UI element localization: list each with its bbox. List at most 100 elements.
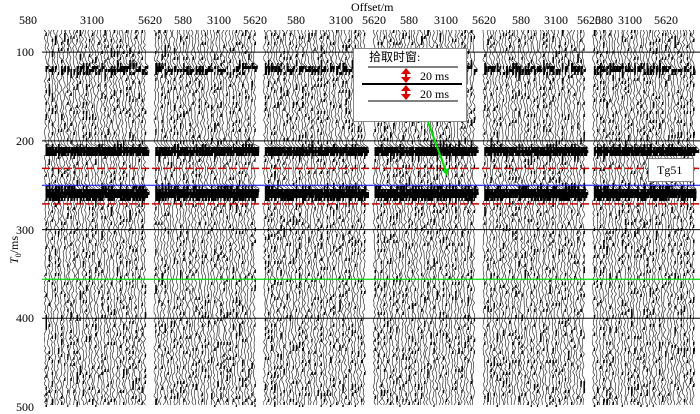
trace-fill: [693, 39, 700, 387]
trace-fill: [671, 36, 678, 384]
seismic-trace: [660, 30, 668, 406]
trace-fill: [223, 45, 229, 390]
seismic-trace: [629, 30, 637, 406]
trace-fill: [104, 30, 110, 402]
trace-fill: [524, 36, 531, 396]
trace-fill: [73, 36, 80, 393]
trace-fill: [606, 51, 612, 405]
trace-fill: [167, 45, 174, 375]
seismic-trace: [562, 30, 570, 406]
seismic-trace: [550, 30, 560, 406]
seismic-trace: [619, 30, 628, 406]
trace-fill: [662, 33, 668, 402]
seismic-trace: [181, 30, 189, 406]
seismic-trace: [669, 30, 679, 406]
seismic-trace: [96, 30, 105, 406]
seismic-trace: [575, 30, 585, 406]
seismic-trace: [290, 30, 299, 405]
trace-fill: [686, 45, 693, 375]
seismic-trace: [236, 30, 245, 406]
trace-fill: [314, 33, 321, 375]
trace-fill: [490, 36, 497, 378]
trace-fill: [600, 36, 606, 369]
trace-fill: [51, 39, 58, 405]
seismic-trace: [86, 30, 95, 406]
trace-fill: [116, 45, 123, 369]
trace-fill: [683, 33, 690, 402]
seismic-trace: [503, 30, 512, 406]
trace-fill: [283, 33, 289, 405]
seismic-trace: [578, 30, 586, 406]
y-tick-label: 300: [16, 222, 34, 237]
seismic-trace: [547, 30, 555, 406]
trace-fill: [631, 30, 637, 402]
seismic-trace: [544, 30, 551, 406]
seismic-trace: [275, 30, 283, 406]
seismic-trace: [252, 30, 260, 406]
seismic-trace: [324, 30, 334, 406]
pick-window-title: 拾取时窗:: [369, 50, 421, 64]
trace-fill: [132, 54, 137, 399]
seismic-trace: [68, 30, 77, 406]
trace-fill: [377, 42, 384, 369]
seismic-trace: [334, 30, 344, 406]
x-tick-label: 5620: [243, 13, 267, 27]
seismic-trace: [62, 30, 71, 406]
seismic-trace: [349, 30, 358, 406]
seismic-trace: [531, 30, 541, 406]
seismic-trace: [77, 30, 86, 406]
trace-fill: [417, 66, 425, 405]
seismic-trace: [278, 30, 287, 406]
trace-fill: [85, 45, 91, 375]
trace-fill: [173, 48, 179, 399]
trace-fill: [512, 33, 518, 363]
seismic-trace: [178, 30, 186, 406]
seismic-trace: [111, 30, 120, 406]
seismic-trace: [102, 30, 110, 406]
seismic-trace: [121, 30, 129, 406]
trace-fill: [274, 33, 280, 407]
trace-fill: [473, 36, 480, 354]
trace-fill: [515, 63, 521, 363]
trace-fill: [505, 33, 512, 384]
seismic-trace: [601, 30, 610, 406]
y-tick-label: 400: [16, 311, 34, 326]
trace-fill: [277, 36, 283, 378]
trace-fill: [484, 54, 490, 399]
trace-fill: [245, 30, 252, 402]
y-tick-label: 500: [16, 400, 34, 414]
seismic-trace: [272, 30, 280, 405]
trace-fill: [583, 48, 590, 393]
seismic-trace: [488, 30, 497, 406]
seismic-trace: [534, 30, 542, 406]
x-tick-label: 580: [512, 13, 530, 27]
trace-fill: [295, 45, 302, 405]
trace-fill: [92, 33, 98, 405]
trace-fill: [158, 30, 165, 348]
trace-fill: [549, 63, 555, 405]
trace-fill: [618, 66, 625, 324]
trace-fill: [45, 33, 52, 407]
trace-fill: [674, 36, 680, 387]
x-tick-label: 5620: [138, 13, 162, 27]
x-tick-label: 3100: [207, 13, 231, 27]
seismic-trace: [49, 30, 59, 406]
trace-fill: [64, 33, 71, 381]
seismic-trace: [243, 30, 252, 406]
seismic-trace: [507, 30, 515, 406]
trace-fill: [183, 42, 189, 402]
seismic-trace: [114, 30, 124, 406]
trace-fill: [123, 51, 129, 405]
seismic-trace: [312, 30, 321, 406]
trace-fill: [54, 36, 61, 393]
trace-fill: [289, 33, 296, 402]
seismic-trace: [162, 30, 170, 406]
trace-fill: [320, 36, 326, 407]
trace-fill: [79, 30, 85, 375]
seismic-trace: [666, 30, 675, 406]
x-tick-label: 3100: [329, 13, 353, 27]
trace-fill: [624, 39, 631, 366]
seismic-trace: [56, 30, 65, 406]
trace-fill: [637, 57, 644, 405]
trace-fill: [336, 30, 343, 405]
